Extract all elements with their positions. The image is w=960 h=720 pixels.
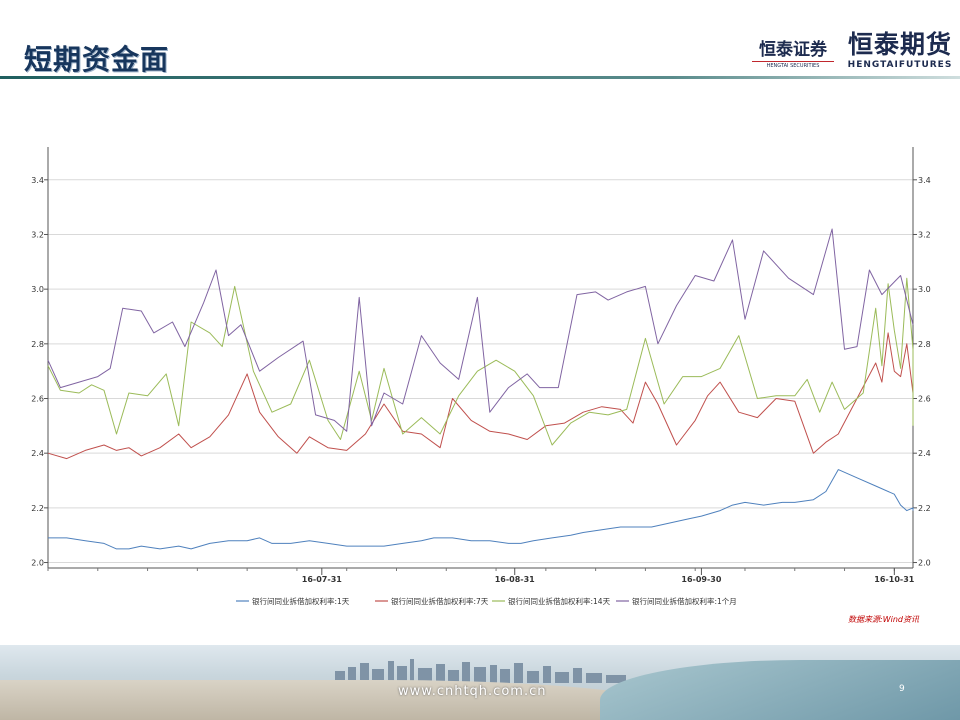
chart-grid (48, 179, 913, 564)
series-line-3 (47, 277, 914, 446)
x-axis: 16-07-31 16-08-31 16-09-30 16-10-31 (302, 575, 915, 584)
chart-axes (44, 147, 917, 575)
sea-decoration (600, 660, 960, 720)
hengtai-futures-logo: 恒泰期货 HENGTAIFUTURES (845, 30, 955, 70)
hengtai-securities-logo: 恒泰证券 HENGTAI SECURITIES (752, 40, 834, 69)
y-tick-label-left: 3.4 (31, 176, 44, 185)
website-url: www.cnhtqh.com.cn (398, 684, 547, 699)
x-tick-label: 16-09-30 (681, 575, 721, 584)
series-line-1 (48, 469, 914, 550)
legend-label-4: 银行间同业拆借加权利率:1个月 (632, 596, 737, 606)
y-tick-label-right: 2.8 (918, 340, 931, 349)
logo-right-text: 恒泰期货 (847, 30, 952, 59)
data-source-note: 数据来源:Wind资讯 (848, 615, 919, 624)
y-tick-label-right: 2.6 (918, 395, 931, 404)
y-tick-label-left: 2.2 (31, 504, 44, 513)
series-line-4 (47, 228, 914, 432)
chart-legend: 银行间同业拆借加权利率:1天 银行间同业拆借加权利率:7天 银行间同业拆借加权利率:… (236, 596, 737, 606)
interbank-rate-line-chart: 2.0 2.2 2.4 2.6 2.8 3.0 3.2 3.4 2.0 2.2 2.4 2.6 2.8… (31, 147, 931, 606)
y-tick-label-right: 3.0 (918, 285, 931, 294)
legend-label-2: 银行间同业拆借加权利率:7天 (391, 596, 489, 606)
y-tick-label-left: 3.2 (31, 230, 44, 239)
legend-label-1: 银行间同业拆借加权利率:1天 (252, 596, 350, 606)
x-tick-label: 16-07-31 (302, 575, 342, 584)
logo-left-subtext: HENGTAI SECURITIES (752, 61, 834, 69)
legend-label-3: 银行间同业拆借加权利率:14天 (508, 596, 611, 606)
y-axis-left: 2.0 2.2 2.4 2.6 2.8 3.0 3.2 3.4 (31, 176, 44, 568)
y-tick-label-right: 2.4 (918, 449, 931, 458)
city-skyline-icon (335, 659, 626, 683)
beach-decoration (0, 680, 680, 720)
page-number: 9 (899, 684, 905, 694)
y-tick-label-right: 3.4 (918, 176, 931, 185)
x-tick-label: 16-08-31 (495, 575, 535, 584)
slide-title: 短期资金面 (24, 43, 170, 76)
y-axis-right: 2.0 2.2 2.4 2.6 2.8 3.0 3.2 3.4 (918, 176, 931, 568)
y-tick-label-right: 2.2 (918, 504, 931, 513)
y-tick-label-right: 3.2 (918, 230, 931, 239)
series-line-2 (47, 332, 914, 460)
y-tick-label-left: 2.0 (31, 559, 44, 568)
x-tick-label: 16-10-31 (874, 575, 914, 584)
logo-left-text: 恒泰证券 (759, 40, 827, 60)
y-tick-label-left: 2.8 (31, 340, 44, 349)
chart-series (47, 228, 914, 550)
y-tick-label-right: 2.0 (918, 559, 931, 568)
y-tick-label-left: 3.0 (31, 285, 44, 294)
logo-right-subtext: HENGTAIFUTURES (847, 60, 953, 70)
y-tick-label-left: 2.6 (31, 395, 44, 404)
header-divider (0, 76, 960, 79)
y-tick-label-left: 2.4 (31, 449, 44, 458)
footer-banner (0, 645, 960, 720)
